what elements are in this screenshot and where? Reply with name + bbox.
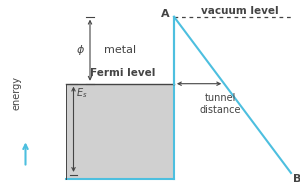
Text: B: B bbox=[292, 174, 300, 184]
Text: metal: metal bbox=[104, 45, 136, 55]
Text: $E_s$: $E_s$ bbox=[76, 86, 88, 100]
Text: ϕ: ϕ bbox=[77, 45, 84, 55]
Bar bbox=[66, 84, 174, 179]
Text: A: A bbox=[161, 9, 170, 19]
Text: Fermi level: Fermi level bbox=[90, 68, 156, 78]
Text: vacuum level: vacuum level bbox=[201, 6, 279, 16]
Text: tunnel
distance: tunnel distance bbox=[200, 93, 241, 115]
Text: energy: energy bbox=[11, 76, 22, 110]
